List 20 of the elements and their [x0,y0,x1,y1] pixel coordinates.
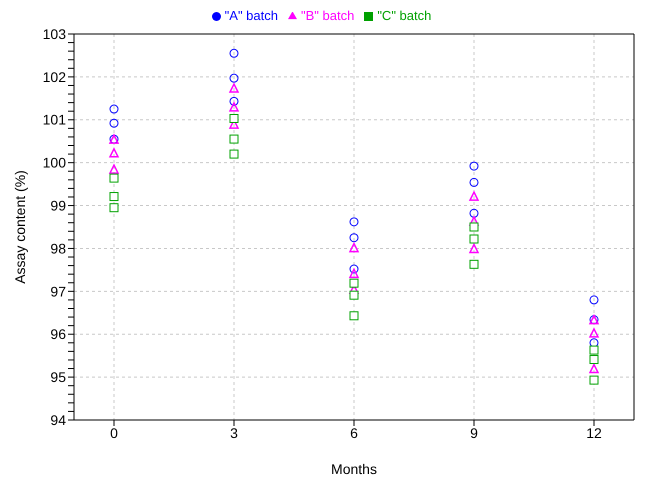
y-tick-label: 99 [50,198,66,214]
y-tick-label: 97 [50,283,66,300]
y-tick-label: 102 [42,68,66,85]
legend-label: "B" batch [300,8,354,23]
y-tick-label: 94 [50,412,66,428]
x-tick-label: 12 [586,424,602,441]
y-axis-title: Assay content (%) [12,170,28,284]
y-tick-label: 96 [50,326,66,342]
y-tick-label: 95 [50,369,66,386]
x-tick-label: 6 [350,424,358,441]
x-tick-label: 0 [110,424,118,441]
legend-label: "A" batch [224,8,278,23]
y-tick-label: 100 [42,154,66,171]
y-tick-label: 98 [50,240,66,256]
x-axis-title: Months [331,461,377,477]
y-tick-label: 101 [42,112,66,128]
x-tick-label: 3 [230,424,238,441]
x-tick-label: 9 [470,424,478,441]
legend-label: "C" batch [377,8,432,23]
y-tick-label: 103 [42,26,66,42]
